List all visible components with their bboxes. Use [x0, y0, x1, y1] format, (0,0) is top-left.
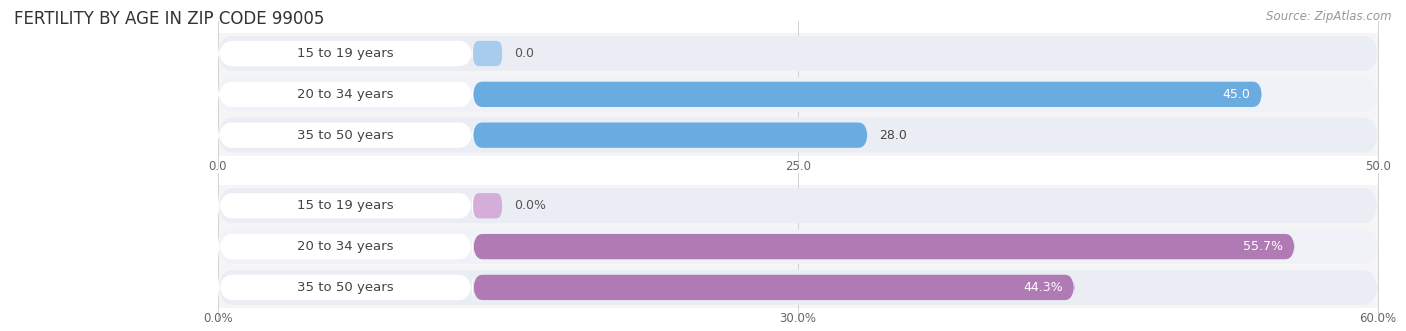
Text: 0.0: 0.0 — [513, 47, 534, 60]
FancyBboxPatch shape — [218, 270, 1378, 305]
FancyBboxPatch shape — [218, 118, 1378, 153]
Text: 55.7%: 55.7% — [1243, 240, 1284, 253]
FancyBboxPatch shape — [218, 41, 472, 66]
Text: FERTILITY BY AGE IN ZIP CODE 99005: FERTILITY BY AGE IN ZIP CODE 99005 — [14, 10, 325, 28]
FancyBboxPatch shape — [472, 193, 502, 218]
FancyBboxPatch shape — [218, 122, 472, 148]
FancyBboxPatch shape — [218, 36, 1378, 71]
Text: 28.0: 28.0 — [879, 129, 907, 142]
Text: 15 to 19 years: 15 to 19 years — [297, 199, 394, 212]
FancyBboxPatch shape — [472, 234, 1295, 259]
Text: 35 to 50 years: 35 to 50 years — [297, 281, 394, 294]
FancyBboxPatch shape — [218, 271, 472, 304]
FancyBboxPatch shape — [472, 275, 1074, 300]
Text: 45.0: 45.0 — [1222, 88, 1250, 101]
Text: 35 to 50 years: 35 to 50 years — [297, 129, 394, 142]
FancyBboxPatch shape — [218, 82, 472, 107]
Text: 0.0%: 0.0% — [513, 199, 546, 212]
FancyBboxPatch shape — [472, 122, 868, 148]
Text: Source: ZipAtlas.com: Source: ZipAtlas.com — [1267, 10, 1392, 23]
FancyBboxPatch shape — [472, 82, 1263, 107]
FancyBboxPatch shape — [218, 229, 1378, 264]
Text: 44.3%: 44.3% — [1024, 281, 1063, 294]
FancyBboxPatch shape — [218, 189, 472, 222]
Text: 15 to 19 years: 15 to 19 years — [297, 47, 394, 60]
FancyBboxPatch shape — [472, 41, 502, 66]
FancyBboxPatch shape — [218, 230, 472, 263]
Text: 20 to 34 years: 20 to 34 years — [297, 88, 394, 101]
FancyBboxPatch shape — [218, 188, 1378, 223]
FancyBboxPatch shape — [218, 77, 1378, 112]
Text: 20 to 34 years: 20 to 34 years — [297, 240, 394, 253]
